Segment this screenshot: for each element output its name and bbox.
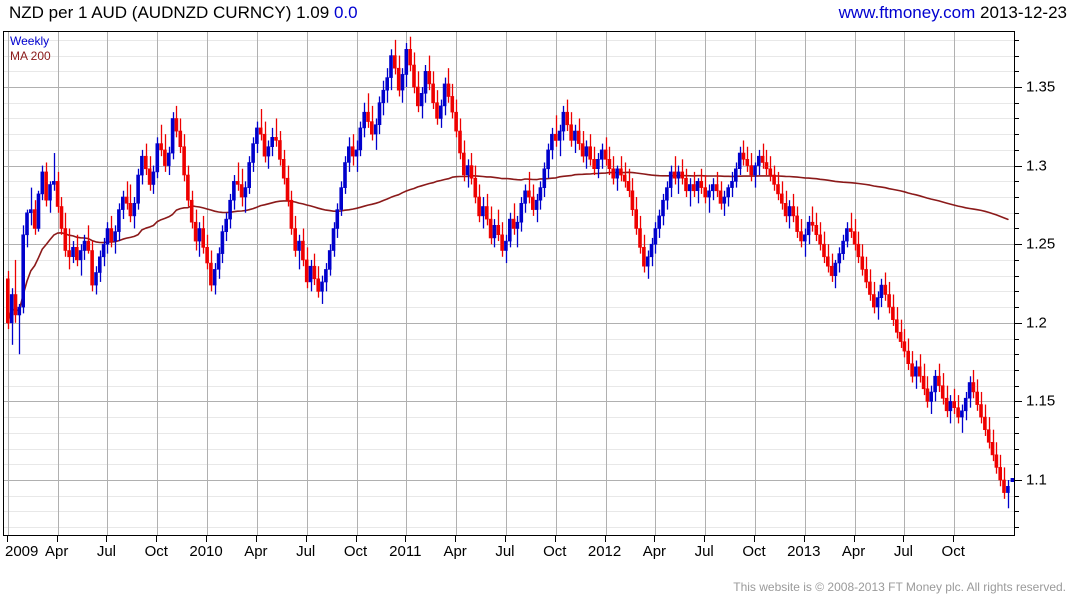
x-axis-tick: [106, 536, 107, 542]
x-axis-tick: [903, 536, 904, 542]
chart-title: NZD per 1 AUD (AUDNZD CURNCY) 1.09 0.0: [9, 3, 358, 23]
copyright-footer: This website is © 2008-2013 FT Money plc…: [733, 580, 1066, 594]
y-axis-tick: [1015, 401, 1022, 403]
x-axis-tick: [804, 536, 805, 542]
x-axis-tick: [555, 536, 556, 542]
y-axis-minor-tick: [1015, 102, 1019, 104]
chart-legend: Weekly MA 200: [10, 34, 51, 64]
x-axis-label: Oct: [941, 543, 965, 560]
site-url-link[interactable]: www.ftmoney.com: [838, 3, 976, 22]
x-axis-label: 2011: [389, 543, 422, 560]
x-axis-tick: [7, 536, 8, 542]
x-axis-label: Jul: [96, 543, 117, 560]
x-axis-label: Apr: [443, 543, 467, 560]
y-axis-minor-tick: [1015, 55, 1019, 57]
x-axis-tick: [156, 536, 157, 542]
x-axis-label: Oct: [144, 543, 168, 560]
x-axis: 2009 Apr Jul Oct 2010 Apr Jul Oct 2011 Apr Jul Oct 2…: [3, 536, 1015, 562]
x-axis-tick: [306, 536, 307, 542]
legend-item-weekly: Weekly: [10, 34, 50, 48]
y-axis-minor-tick: [1015, 527, 1019, 529]
x-axis-label: Oct: [543, 543, 567, 560]
y-axis-label: 1.35: [1026, 78, 1056, 96]
y-axis-minor-tick: [1015, 417, 1019, 419]
y-axis-minor-tick: [1015, 385, 1019, 387]
y-axis-minor-tick: [1015, 307, 1019, 309]
y-axis-minor-tick: [1015, 71, 1019, 73]
chart-header: NZD per 1 AUD (AUDNZD CURNCY) 1.09 0.0 w…: [0, 0, 1075, 28]
y-axis-minor-tick: [1015, 464, 1019, 466]
y-axis-minor-tick: [1015, 228, 1019, 230]
x-axis-tick: [206, 536, 207, 542]
x-axis-label: Apr: [841, 543, 866, 560]
x-axis-label: Jul: [495, 543, 515, 560]
x-axis-label: Apr: [244, 543, 268, 560]
x-axis-label: Apr: [44, 543, 69, 560]
x-axis-label: Oct: [742, 543, 766, 560]
y-axis-minor-tick: [1015, 291, 1019, 293]
x-axis-label: Jul: [296, 543, 316, 560]
x-axis-label: 2009: [5, 543, 39, 560]
x-axis-tick: [505, 536, 506, 542]
x-axis-tick: [356, 536, 357, 542]
y-axis-label: 1.2: [1026, 314, 1047, 332]
y-axis-label: 1.3: [1026, 157, 1047, 175]
x-axis-tick: [854, 536, 855, 542]
x-axis-tick: [455, 536, 456, 542]
x-axis-tick: [405, 536, 406, 542]
y-axis-label: 1.15: [1026, 392, 1056, 410]
y-axis-label: 1.1: [1026, 471, 1047, 489]
y-axis-minor-tick: [1015, 511, 1019, 513]
x-axis-label: Jul: [893, 543, 913, 560]
x-axis-tick: [256, 536, 257, 542]
x-axis-tick: [704, 536, 705, 542]
x-axis-tick: [57, 536, 58, 542]
y-axis-minor-tick: [1015, 275, 1019, 277]
y-axis-minor-tick: [1015, 354, 1019, 356]
y-axis-minor-tick: [1015, 39, 1019, 41]
x-axis-tick: [953, 536, 954, 542]
y-axis: 1.35 1.3 1.25 1.2 1.15 1.1: [1015, 31, 1075, 536]
x-axis-tick: [605, 536, 606, 542]
chart-title-text: NZD per 1 AUD (AUDNZD CURNCY) 1.09: [9, 3, 330, 22]
y-axis-tick: [1015, 322, 1022, 324]
y-axis-minor-tick: [1015, 118, 1019, 120]
x-axis-tick: [754, 536, 755, 542]
x-axis-label: Oct: [343, 543, 368, 560]
x-axis-label: Jul: [694, 543, 714, 560]
x-axis-label: 2012: [587, 543, 622, 560]
y-axis-minor-tick: [1015, 134, 1019, 136]
x-axis-label: Apr: [642, 543, 667, 560]
y-axis-minor-tick: [1015, 259, 1019, 261]
y-axis-minor-tick: [1015, 181, 1019, 183]
y-axis-minor-tick: [1015, 495, 1019, 497]
y-axis-minor-tick: [1015, 338, 1019, 340]
chart-date: 2013-12-23: [980, 3, 1067, 22]
y-axis-minor-tick: [1015, 369, 1019, 371]
legend-item-ma200: MA 200: [10, 49, 51, 63]
y-axis-tick: [1015, 87, 1022, 89]
y-axis-minor-tick: [1015, 432, 1019, 434]
chart-plot-area[interactable]: [3, 31, 1015, 536]
y-axis-minor-tick: [1015, 448, 1019, 450]
y-axis-tick: [1015, 165, 1022, 167]
header-right: www.ftmoney.com 2013-12-23: [839, 3, 1067, 23]
x-axis-label: 2013: [787, 543, 821, 560]
price-change: 0.0: [333, 3, 358, 22]
y-axis-tick: [1015, 479, 1022, 481]
x-axis-tick: [654, 536, 655, 542]
x-axis-label: 2010: [189, 543, 223, 560]
y-axis-minor-tick: [1015, 149, 1019, 151]
y-axis-tick: [1015, 244, 1022, 246]
candlestick-svg: [4, 32, 1014, 535]
y-axis-minor-tick: [1015, 197, 1019, 199]
y-axis-label: 1.25: [1026, 235, 1056, 253]
y-axis-minor-tick: [1015, 212, 1019, 214]
